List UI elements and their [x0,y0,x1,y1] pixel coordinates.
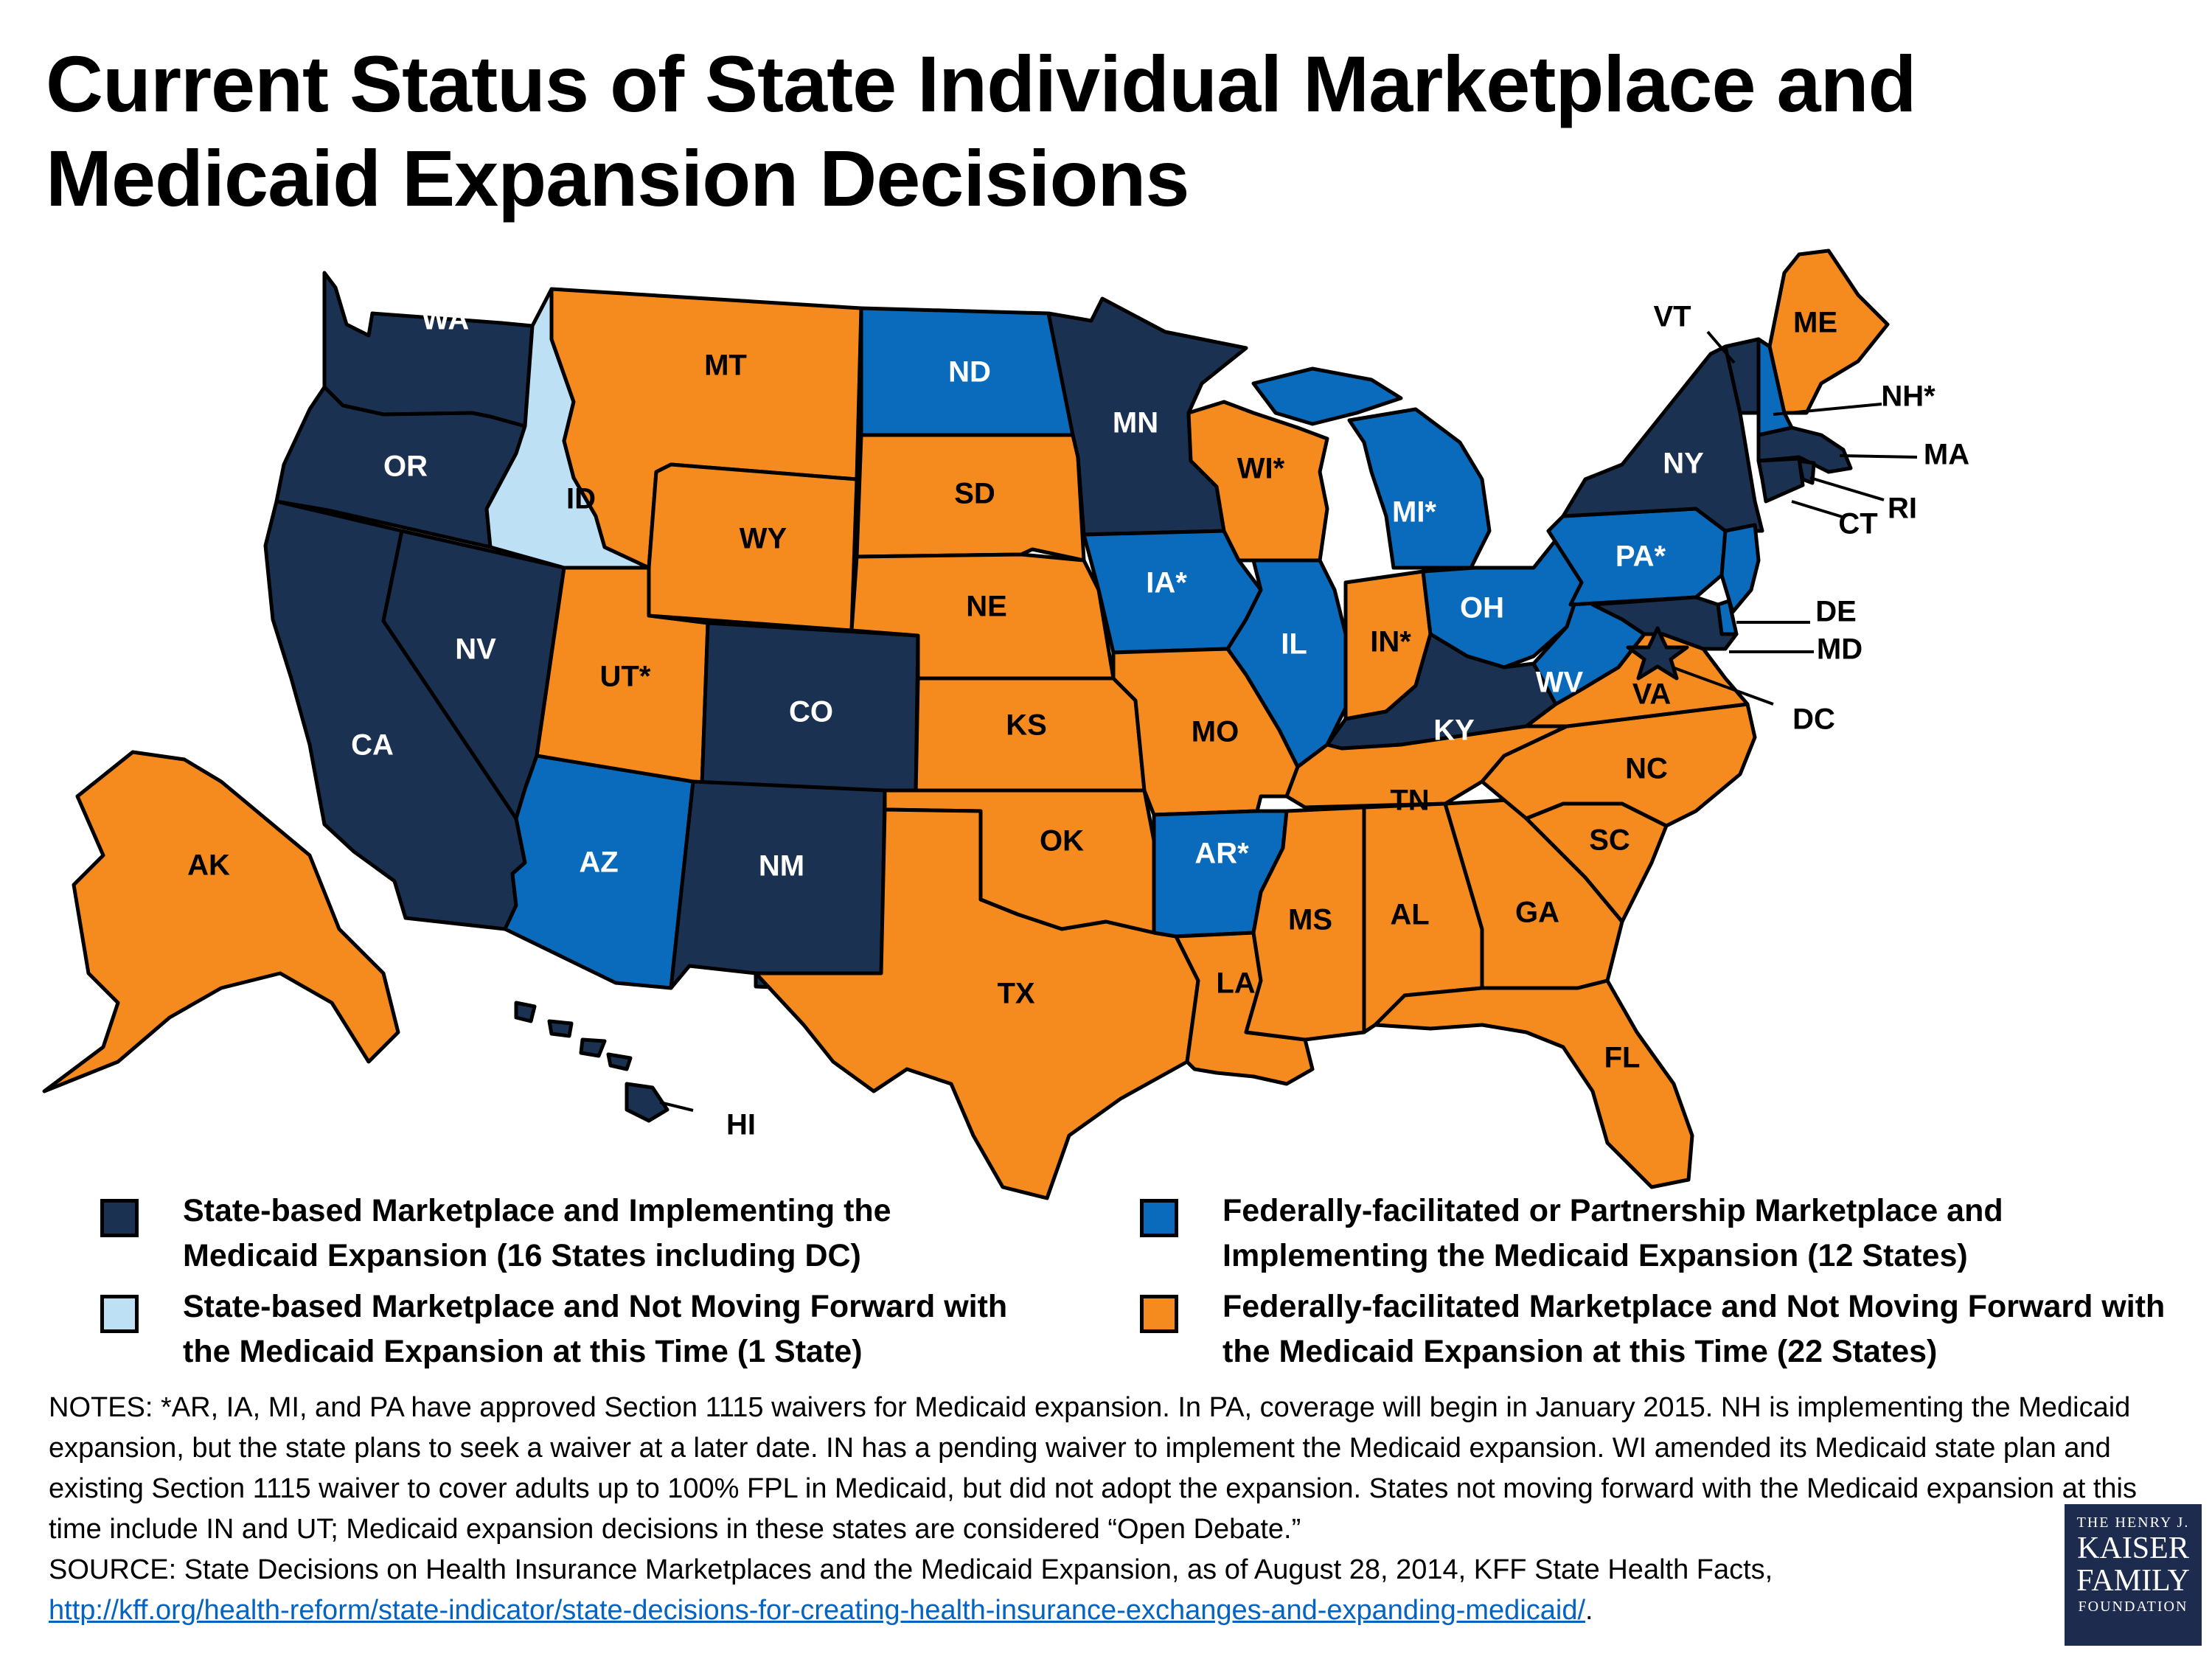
state-wa [322,271,535,428]
legend-item-federal-expanding: Federally-facilitated or Partnership Mar… [1140,1189,2093,1279]
state-label-ok: OK [1040,825,1084,858]
legend-swatch [100,1295,139,1333]
legend-label: Federally-facilitated or Partnership Mar… [1222,1193,2003,1273]
state-nm [669,779,887,994]
state-label-co: CO [789,696,833,728]
state-label-me: ME [1793,307,1837,339]
state-label-nd: ND [948,356,991,389]
state-label-nc: NC [1625,753,1668,785]
state-nh [1756,337,1794,437]
state-label-md: MD [1817,633,1863,666]
state-label-nm: NM [759,850,804,883]
state-label-dc: DC [1792,703,1835,736]
state-md [1590,595,1739,651]
source-link[interactable]: http://kff.org/health-reform/state-indic… [49,1595,1586,1626]
state-label-nh: NH* [1881,380,1935,413]
state-label-ar: AR* [1194,838,1249,870]
state-label-sc: SC [1589,824,1630,857]
state-label-ny: NY [1663,448,1704,480]
state-label-fl: FL [1604,1042,1641,1074]
legend-swatch [1140,1295,1178,1333]
legend-item-state-based-not-expanding: State-based Marketplace and Not Moving F… [100,1284,1038,1374]
state-label-wa: WA [422,304,469,336]
state-label-wi: WI* [1237,453,1285,485]
legend-item-federal-not-expanding: Federally-facilitated Marketplace and No… [1140,1284,2174,1374]
state-wi [1186,400,1329,563]
state-label-ma: MA [1924,439,1969,471]
leader-line-ct [1791,500,1846,519]
page-title: Current Status of State Individual Marke… [46,39,1917,223]
state-label-or: OR [383,451,428,483]
legend-swatch [100,1199,139,1237]
state-label-il: IL [1281,628,1307,661]
source-text: SOURCE: State Decisions on Health Insura… [49,1550,2039,1631]
notes-text: NOTES: *AR, IA, MI, and PA have approved… [49,1392,2137,1545]
state-label-nv: NV [455,633,496,666]
state-label-ca: CA [351,729,394,762]
state-label-mi: MI* [1392,496,1436,529]
leader-line-ri [1809,476,1885,501]
state-label-nj: NJ [1833,554,1871,586]
state-label-la: LA [1216,967,1255,1000]
legend-item-state-based-expanding: State-based Marketplace and Implementing… [100,1189,935,1279]
leader-line-nh [1773,403,1882,416]
state-label-ak: AK [187,849,230,882]
state-label-ga: GA [1515,897,1559,929]
logo-line-3: FAMILY [2076,1564,2190,1598]
legend-label: State-based Marketplace and Implementing… [183,1193,891,1273]
us-map: WA OR CA NV ID MT WY UT* CO AZ NM ND SD NE KS OK TX MN IA*… [42,248,1969,1200]
logo-line-2: KAISER [2077,1531,2189,1565]
state-dc [1626,626,1689,681]
state-label-mn: MN [1113,407,1158,439]
state-label-mo: MO [1192,716,1239,748]
state-nj [1719,523,1761,614]
state-label-vt: VT [1653,301,1691,333]
leader-line-hi [659,1101,694,1112]
state-label-ms: MS [1288,904,1332,936]
state-label-sd: SD [954,478,995,510]
leader-line-dc [1672,666,1774,706]
source-link-tail: . [1585,1595,1593,1626]
state-label-ia: IA* [1146,567,1187,599]
state-label-ks: KS [1006,709,1047,742]
leader-line-ma [1839,454,1918,459]
state-label-ky: KY [1433,714,1475,747]
state-label-az: AZ [579,846,618,879]
notes: NOTES: *AR, IA, MI, and PA have approved… [49,1388,2165,1631]
state-ak [42,750,400,1093]
state-label-wv: WV [1536,667,1584,699]
state-label-id: ID [566,483,596,515]
legend-swatch [1140,1199,1178,1237]
state-label-oh: OH [1460,592,1504,625]
state-label-de: DE [1815,596,1857,628]
state-label-ne: NE [966,591,1007,623]
state-label-ri: RI [1888,493,1917,525]
state-label-al: AL [1390,899,1429,931]
state-label-pa: PA* [1615,540,1666,573]
state-ct [1756,456,1805,504]
leader-line-vt [1706,330,1736,364]
legend-label: State-based Marketplace and Not Moving F… [183,1289,1008,1369]
kff-logo: THE HENRY J. KAISER FAMILY FOUNDATION [2065,1504,2202,1646]
state-label-ct: CT [1838,508,1877,540]
state-fl [1373,978,1694,1189]
logo-line-1: THE HENRY J. [2076,1514,2190,1531]
state-label-mt: MT [704,349,747,382]
state-hi [514,1001,669,1123]
legend-label: Federally-facilitated Marketplace and No… [1222,1289,2166,1369]
source-label: SOURCE: State Decisions on Health Insura… [49,1554,1773,1585]
state-label-hi: HI [726,1109,756,1141]
state-label-va: VA [1632,678,1672,711]
state-label-tx: TX [997,978,1034,1010]
state-label-ut: UT* [600,661,651,693]
state-label-wy: WY [740,523,787,555]
logo-line-4: FOUNDATION [2078,1599,2188,1615]
state-label-tn: TN [1390,785,1429,817]
state-label-in: IN* [1370,626,1411,658]
